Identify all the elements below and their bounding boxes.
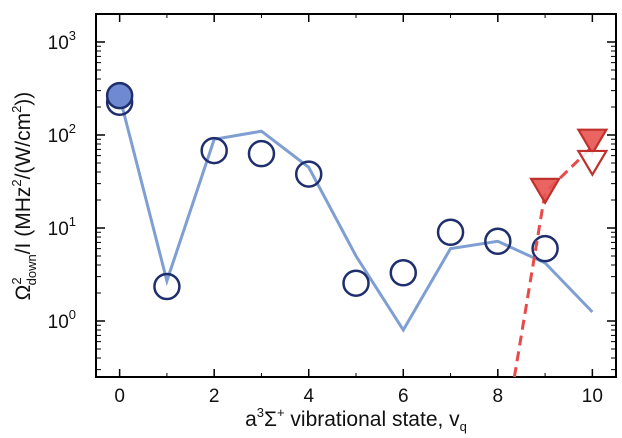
series-dashed-line [512, 145, 594, 378]
open-triangle-marker [576, 149, 609, 177]
open-circle-marker [436, 218, 465, 247]
open-circle-marker [247, 139, 276, 168]
series-line [118, 96, 594, 333]
open-circle-marker [342, 269, 370, 297]
filled-triangle-marker [529, 177, 562, 205]
y-tick-label: 102 [48, 121, 76, 147]
y-axis-label: Ω2down/I (MHz2/(W/cm2)) [9, 92, 39, 301]
x-axis-ticks: 0 2 4 6 8 10 [114, 14, 603, 407]
x-tick-label: 2 [209, 386, 220, 407]
x-tick-label: 10 [582, 386, 603, 407]
x-tick-label: 8 [493, 386, 504, 407]
open-circle-marker [200, 136, 228, 165]
x-axis-label: a3Σ+ vibrational state, vq [245, 405, 467, 434]
open-circle-marker [294, 160, 323, 188]
x-tick-label: 0 [114, 386, 125, 407]
y-tick-label: 103 [48, 28, 76, 54]
filled-circle-marker [105, 81, 134, 110]
y-axis-ticks: 100 101 102 103 [48, 13, 616, 371]
y-tick-label: 100 [48, 307, 76, 333]
open-circle-marker [484, 227, 512, 256]
y-tick-label: 101 [48, 214, 76, 240]
series-layer [105, 81, 609, 378]
open-circle-marker [153, 272, 181, 301]
open-circle-marker [389, 259, 418, 287]
open-circle-marker [531, 234, 559, 263]
filled-triangle-marker [576, 128, 609, 156]
plot-frame [95, 13, 617, 378]
x-tick-label: 4 [303, 386, 314, 407]
x-tick-label: 6 [398, 386, 409, 407]
